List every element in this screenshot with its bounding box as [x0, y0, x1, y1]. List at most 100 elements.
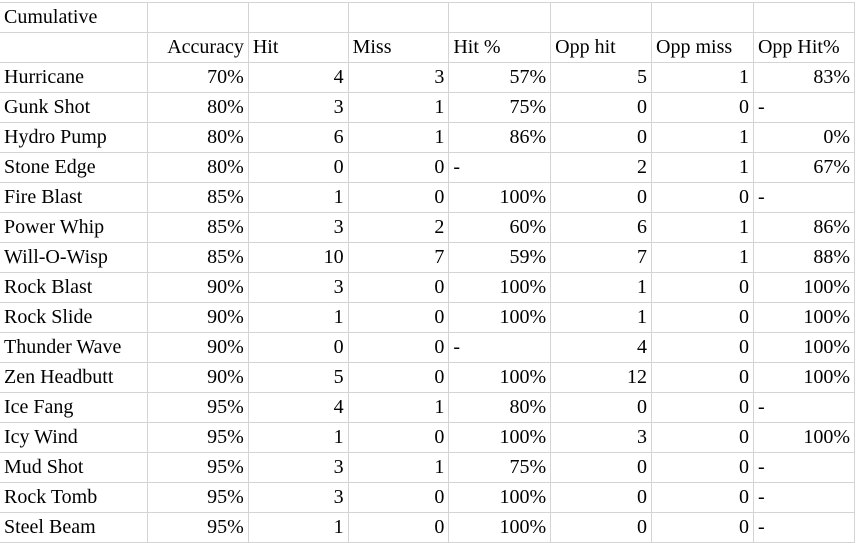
value-cell[interactable]: 95%: [146, 482, 249, 513]
value-cell[interactable]: 0%: [752, 122, 856, 153]
cell[interactable]: [448, 2, 552, 33]
value-cell[interactable]: 90%: [146, 272, 249, 303]
column-header[interactable]: Hit %: [448, 32, 552, 63]
value-cell[interactable]: 0: [550, 482, 653, 513]
value-cell[interactable]: 1: [247, 182, 349, 213]
value-cell[interactable]: 0: [651, 452, 754, 483]
value-cell[interactable]: 100%: [448, 422, 552, 453]
move-name-cell[interactable]: Ice Fang: [0, 392, 148, 423]
column-header[interactable]: Opp Hit%: [752, 32, 856, 63]
value-cell[interactable]: 0: [550, 92, 653, 123]
value-cell[interactable]: 0: [651, 512, 754, 543]
value-cell[interactable]: 0: [347, 182, 450, 213]
value-cell[interactable]: 86%: [752, 212, 856, 243]
value-cell[interactable]: 100%: [752, 302, 856, 333]
value-cell[interactable]: 0: [347, 422, 450, 453]
value-cell[interactable]: 6: [550, 212, 653, 243]
column-header[interactable]: Accuracy: [146, 32, 249, 63]
value-cell[interactable]: 1: [247, 302, 349, 333]
value-cell[interactable]: -: [448, 332, 552, 363]
value-cell[interactable]: 75%: [448, 92, 552, 123]
value-cell[interactable]: 1: [347, 122, 450, 153]
value-cell[interactable]: 85%: [146, 242, 249, 273]
value-cell[interactable]: 0: [651, 392, 754, 423]
value-cell[interactable]: 0: [247, 152, 349, 183]
value-cell[interactable]: 2: [550, 152, 653, 183]
value-cell[interactable]: 86%: [448, 122, 552, 153]
value-cell[interactable]: 0: [347, 362, 450, 393]
value-cell[interactable]: 3: [347, 62, 450, 93]
value-cell[interactable]: 100%: [448, 512, 552, 543]
value-cell[interactable]: 7: [550, 242, 653, 273]
move-name-cell[interactable]: Rock Tomb: [0, 482, 148, 513]
move-name-cell[interactable]: Power Whip: [0, 212, 148, 243]
value-cell[interactable]: 100%: [752, 272, 856, 303]
value-cell[interactable]: 83%: [752, 62, 856, 93]
value-cell[interactable]: 70%: [146, 62, 249, 93]
value-cell[interactable]: -: [752, 392, 856, 423]
value-cell[interactable]: 100%: [752, 332, 856, 363]
cell[interactable]: [347, 2, 450, 33]
column-header[interactable]: Miss: [347, 32, 450, 63]
cell[interactable]: [247, 2, 349, 33]
value-cell[interactable]: 0: [550, 452, 653, 483]
value-cell[interactable]: 5: [550, 62, 653, 93]
value-cell[interactable]: 0: [347, 302, 450, 333]
value-cell[interactable]: 80%: [146, 122, 249, 153]
value-cell[interactable]: 1: [651, 152, 754, 183]
value-cell[interactable]: 90%: [146, 332, 249, 363]
value-cell[interactable]: 100%: [448, 182, 552, 213]
value-cell[interactable]: 1: [247, 422, 349, 453]
value-cell[interactable]: -: [752, 452, 856, 483]
value-cell[interactable]: 1: [651, 242, 754, 273]
value-cell[interactable]: 7: [347, 242, 450, 273]
cell[interactable]: [146, 2, 249, 33]
value-cell[interactable]: 3: [550, 422, 653, 453]
value-cell[interactable]: 3: [247, 482, 349, 513]
value-cell[interactable]: 0: [651, 92, 754, 123]
value-cell[interactable]: 6: [247, 122, 349, 153]
value-cell[interactable]: 10: [247, 242, 349, 273]
value-cell[interactable]: 0: [550, 182, 653, 213]
move-name-cell[interactable]: Will-O-Wisp: [0, 242, 148, 273]
value-cell[interactable]: -: [448, 152, 552, 183]
value-cell[interactable]: -: [752, 92, 856, 123]
value-cell[interactable]: 90%: [146, 302, 249, 333]
value-cell[interactable]: 95%: [146, 512, 249, 543]
value-cell[interactable]: 0: [651, 422, 754, 453]
move-name-cell[interactable]: Steel Beam: [0, 512, 148, 543]
move-name-cell[interactable]: Mud Shot: [0, 452, 148, 483]
value-cell[interactable]: 1: [347, 392, 450, 423]
column-header[interactable]: Opp miss: [651, 32, 754, 63]
value-cell[interactable]: 0: [247, 332, 349, 363]
value-cell[interactable]: 1: [550, 302, 653, 333]
value-cell[interactable]: 1: [550, 272, 653, 303]
move-name-cell[interactable]: Rock Blast: [0, 272, 148, 303]
value-cell[interactable]: 100%: [448, 302, 552, 333]
value-cell[interactable]: 1: [651, 122, 754, 153]
move-name-cell[interactable]: Icy Wind: [0, 422, 148, 453]
value-cell[interactable]: 1: [347, 452, 450, 483]
move-name-cell[interactable]: Gunk Shot: [0, 92, 148, 123]
value-cell[interactable]: 0: [651, 482, 754, 513]
cell[interactable]: [550, 2, 653, 33]
value-cell[interactable]: 90%: [146, 362, 249, 393]
value-cell[interactable]: 85%: [146, 212, 249, 243]
move-name-cell[interactable]: Rock Slide: [0, 302, 148, 333]
value-cell[interactable]: 1: [347, 92, 450, 123]
move-name-cell[interactable]: Thunder Wave: [0, 332, 148, 363]
value-cell[interactable]: 0: [651, 182, 754, 213]
column-header[interactable]: Opp hit: [550, 32, 653, 63]
value-cell[interactable]: 0: [347, 482, 450, 513]
value-cell[interactable]: 100%: [448, 482, 552, 513]
value-cell[interactable]: 3: [247, 92, 349, 123]
value-cell[interactable]: 0: [550, 512, 653, 543]
value-cell[interactable]: -: [752, 182, 856, 213]
value-cell[interactable]: 1: [651, 62, 754, 93]
value-cell[interactable]: 85%: [146, 182, 249, 213]
value-cell[interactable]: 0: [347, 152, 450, 183]
value-cell[interactable]: 4: [550, 332, 653, 363]
value-cell[interactable]: 100%: [448, 362, 552, 393]
value-cell[interactable]: 5: [247, 362, 349, 393]
value-cell[interactable]: 0: [347, 512, 450, 543]
